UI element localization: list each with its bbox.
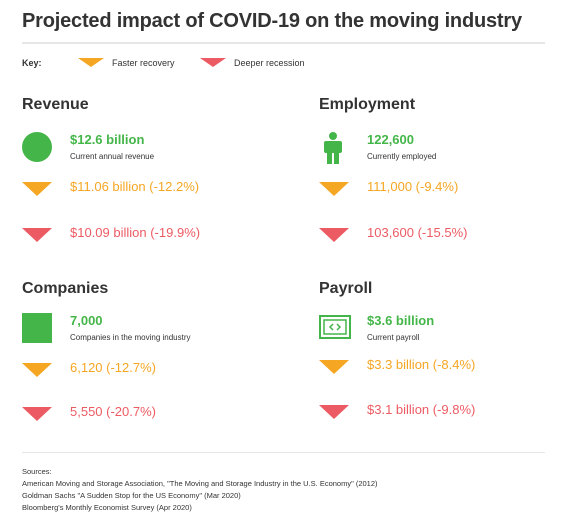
payroll-faster-row: $3.3 billion (-8.4%): [319, 356, 569, 376]
employment-current-label: Currently employed: [367, 152, 437, 161]
legend: Key: Faster recovery Deeper recession: [22, 58, 562, 72]
employment-current-row: 122,600 Currently employed: [319, 132, 569, 168]
employment-deeper-value: 103,600 (-15.5%): [367, 225, 468, 240]
source-item: American Moving and Storage Association,…: [22, 479, 378, 488]
orange-down-triangle-icon: [22, 363, 52, 377]
revenue-current-label: Current annual revenue: [70, 152, 155, 161]
payroll-deeper-row: $3.1 billion (-9.8%): [319, 401, 569, 421]
sources-label: Sources:: [22, 467, 52, 476]
payroll-deeper-value: $3.1 billion (-9.8%): [367, 402, 476, 417]
orange-down-triangle-icon: [78, 58, 104, 67]
red-down-triangle-icon: [22, 228, 52, 242]
payroll-current-row: $3.6 billion Current payroll: [319, 313, 569, 349]
title-divider: [22, 42, 545, 44]
source-item: Goldman Sachs "A Sudden Stop for the US …: [22, 491, 241, 500]
payroll-current-label: Current payroll: [367, 333, 420, 342]
payroll-faster-value: $3.3 billion (-8.4%): [367, 357, 476, 372]
employment-current-value: 122,600: [367, 132, 414, 147]
companies-current-value: 7,000: [70, 313, 103, 328]
legend-faster-label: Faster recovery: [112, 58, 175, 68]
legend-label: Key:: [22, 58, 42, 68]
employment-title: Employment: [319, 96, 416, 113]
revenue-deeper-row: $10.09 billion (-19.9%): [22, 224, 272, 244]
banknote-icon: [319, 315, 351, 339]
orange-down-triangle-icon: [319, 360, 349, 374]
green-square-icon: [22, 313, 52, 343]
revenue-faster-value: $11.06 billion (-12.2%): [70, 179, 200, 194]
revenue-title: Revenue: [22, 96, 89, 113]
source-item: Bloomberg's Monthly Economist Survey (Ap…: [22, 503, 192, 512]
companies-faster-value: 6,120 (-12.7%): [70, 360, 156, 375]
revenue-current-value: $12.6 billion: [70, 132, 145, 147]
sources: Sources: American Moving and Storage Ass…: [22, 466, 378, 514]
legend-deeper-label: Deeper recession: [234, 58, 305, 68]
green-circle-icon: [22, 132, 52, 162]
orange-down-triangle-icon: [319, 182, 349, 196]
companies-deeper-row: 5,550 (-20.7%): [22, 403, 272, 423]
companies-faster-row: 6,120 (-12.7%): [22, 359, 272, 379]
red-down-triangle-icon: [22, 407, 52, 421]
orange-down-triangle-icon: [22, 182, 52, 196]
person-icon: [324, 132, 342, 164]
companies-current-row: 7,000 Companies in the moving industry: [22, 313, 272, 349]
companies-current-label: Companies in the moving industry: [70, 333, 191, 342]
page-title: Projected impact of COVID-19 on the movi…: [22, 10, 522, 32]
payroll-current-value: $3.6 billion: [367, 313, 435, 328]
employment-faster-value: 111,000 (-9.4%): [367, 179, 459, 194]
payroll-title: Payroll: [319, 280, 373, 297]
red-down-triangle-icon: [200, 58, 226, 67]
employment-faster-row: 111,000 (-9.4%): [319, 178, 569, 198]
revenue-current-row: $12.6 billion Current annual revenue: [22, 132, 272, 168]
red-down-triangle-icon: [319, 405, 349, 419]
sources-divider: [22, 452, 545, 453]
companies-deeper-value: 5,550 (-20.7%): [70, 404, 156, 419]
employment-deeper-row: 103,600 (-15.5%): [319, 224, 569, 244]
revenue-faster-row: $11.06 billion (-12.2%): [22, 178, 272, 198]
red-down-triangle-icon: [319, 228, 349, 242]
revenue-deeper-value: $10.09 billion (-19.9%): [70, 225, 201, 240]
companies-title: Companies: [22, 280, 109, 297]
